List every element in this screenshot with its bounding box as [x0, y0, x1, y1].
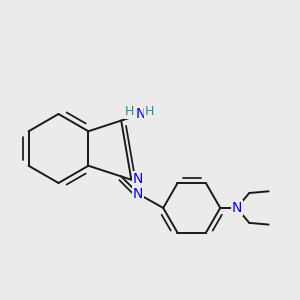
Text: H: H: [125, 105, 134, 118]
Text: N: N: [133, 172, 143, 186]
Text: N: N: [136, 107, 146, 121]
Text: N: N: [232, 201, 242, 215]
Text: N: N: [133, 188, 143, 201]
Text: H: H: [145, 105, 154, 118]
